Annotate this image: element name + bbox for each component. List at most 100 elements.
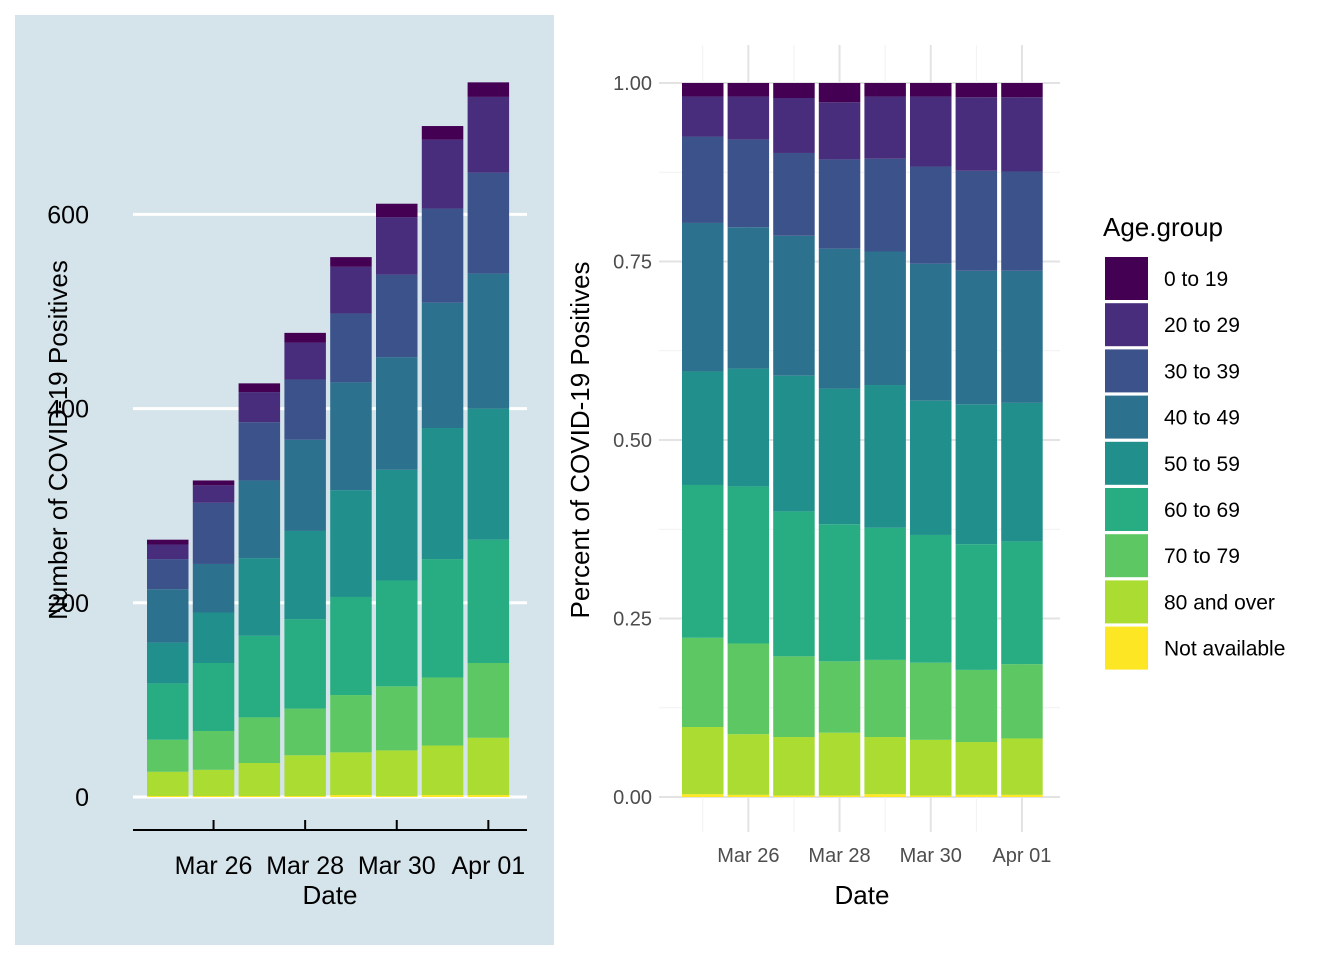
bar-percent-mar-28-20-to-29 — [818, 102, 861, 160]
legend-label-6: 70 to 79 — [1164, 545, 1240, 568]
bar-count-mar-28-30-to-39 — [284, 379, 326, 440]
bar-percent-mar-28-50-to-59 — [818, 388, 861, 525]
bar-percent-apr-01-0-to-19 — [1001, 83, 1043, 98]
bar-count-mar-29-40-to-49 — [330, 382, 372, 491]
bar-percent-mar-28-30-to-39 — [818, 159, 861, 249]
bar-percent-mar-29-50-to-59 — [864, 385, 906, 528]
bar-count-mar-25-40-to-49 — [147, 589, 189, 643]
bar-percent-mar-30-20-to-29 — [910, 96, 952, 167]
bar-percent-mar-29-not-available — [864, 794, 906, 797]
bar-count-apr-01-40-to-49 — [467, 273, 510, 409]
bar-percent-mar-31-30-to-39 — [955, 170, 998, 271]
bar-percent-mar-25-20-to-29 — [682, 96, 724, 137]
y-tick-label-0.75: 0.75 — [613, 252, 652, 274]
bar-count-mar-27-40-to-49 — [238, 480, 281, 559]
bar-percent-mar-30-40-to-49 — [910, 263, 952, 401]
legend-label-0: 0 to 19 — [1164, 268, 1228, 291]
bar-percent-mar-25-40-to-49 — [682, 222, 724, 372]
x-tick-label-3: Apr 01 — [992, 845, 1051, 867]
bar-count-mar-28-not-available — [284, 796, 326, 797]
bar-count-mar-26-50-to-59 — [192, 612, 235, 664]
legend-label-3: 40 to 49 — [1164, 407, 1240, 430]
x-tick-label-1: Mar 28 — [808, 845, 870, 867]
bar-count-mar-25-not-available — [147, 796, 189, 797]
bar-count-mar-25-20-to-29 — [147, 544, 189, 560]
legend-swatch-2 — [1105, 349, 1148, 393]
bar-count-mar-30-50-to-59 — [376, 469, 418, 581]
percent-chart-axes: 0.00 0.25 0.50 0.75 1.00 Mar 26 Mar 28 Mar 30 Ap… — [613, 73, 1051, 867]
bar-count-mar-26-0-to-19 — [192, 480, 235, 486]
bar-count-mar-29-0-to-19 — [330, 257, 372, 267]
bar-percent-apr-01-60-to-69 — [1001, 541, 1043, 665]
bar-count-mar-31-0-to-19 — [421, 126, 464, 140]
bar-percent-mar-26-20-to-29 — [727, 96, 770, 140]
bar-count-mar-26-60-to-69 — [192, 663, 235, 731]
bar-percent-mar-28-80-and-over — [818, 732, 861, 796]
legend-items: 0 to 19 20 to 29 30 to 39 40 to 49 50 to 59 6… — [1105, 257, 1285, 670]
bar-percent-mar-30-70-to-79 — [910, 662, 952, 740]
bar-count-mar-26-30-to-39 — [192, 502, 235, 564]
bar-percent-mar-31-not-available — [955, 794, 998, 797]
bar-percent-mar-27-not-available — [773, 795, 815, 797]
bar-count-mar-27-80-and-over — [238, 763, 281, 797]
bar-count-mar-28-60-to-69 — [284, 619, 326, 709]
bar-percent-mar-29-30-to-39 — [864, 158, 906, 252]
bar-percent-mar-28-60-to-69 — [818, 524, 861, 662]
bar-count-mar-26-40-to-49 — [192, 563, 235, 613]
bar-count-mar-28-40-to-49 — [284, 439, 326, 531]
bar-percent-mar-26-70-to-79 — [727, 643, 770, 735]
bar-percent-mar-25-not-available — [682, 794, 724, 797]
bar-count-mar-25-0-to-19 — [147, 539, 189, 545]
bar-percent-apr-01-80-and-over — [1001, 738, 1043, 795]
bar-count-apr-01-20-to-29 — [467, 96, 510, 173]
bar-percent-mar-28-70-to-79 — [818, 661, 861, 733]
bar-count-mar-31-20-to-29 — [421, 139, 464, 209]
count-chart-bars — [147, 82, 510, 797]
bar-percent-mar-30-80-and-over — [910, 739, 952, 796]
legend-label-7: 80 and over — [1164, 591, 1275, 614]
bar-percent-mar-28-not-available — [818, 795, 861, 797]
bar-percent-mar-31-70-to-79 — [955, 669, 998, 743]
bar-count-mar-29-30-to-39 — [330, 313, 372, 383]
bar-count-mar-27-not-available — [238, 796, 281, 797]
bar-count-mar-27-30-to-39 — [238, 422, 281, 481]
legend-swatch-8 — [1105, 626, 1148, 670]
legend-swatch-7 — [1105, 580, 1148, 624]
bar-percent-mar-27-30-to-39 — [773, 152, 815, 236]
legend-swatch-6 — [1105, 534, 1148, 578]
bar-count-mar-29-not-available — [330, 795, 372, 797]
x-tick-label-1: Mar 28 — [266, 852, 344, 880]
bar-count-mar-31-50-to-59 — [421, 428, 464, 560]
bar-count-mar-31-40-to-49 — [421, 302, 464, 429]
bar-percent-mar-25-30-to-39 — [682, 136, 724, 223]
bar-percent-mar-30-0-to-19 — [910, 83, 952, 97]
legend-label-8: Not available — [1164, 638, 1285, 661]
bar-percent-apr-01-30-to-39 — [1001, 171, 1043, 271]
y-tick-label-0: 0 — [75, 784, 89, 812]
y-tick-label-0.25: 0.25 — [613, 609, 652, 631]
bar-percent-mar-26-30-to-39 — [727, 139, 770, 228]
bar-count-mar-29-80-and-over — [330, 752, 372, 796]
bar-count-apr-01-0-to-19 — [467, 82, 510, 97]
bar-count-mar-28-0-to-19 — [284, 332, 326, 343]
bar-percent-mar-27-70-to-79 — [773, 656, 815, 738]
percent-chart-bars — [682, 83, 1043, 797]
x-tick-label-3: Apr 01 — [452, 852, 526, 880]
legend: Age.group 0 to 19 20 to 29 30 to 39 40 to 4… — [1103, 212, 1285, 670]
legend-swatch-3 — [1105, 395, 1148, 439]
bar-percent-mar-27-80-and-over — [773, 737, 815, 796]
bar-percent-mar-31-50-to-59 — [955, 404, 998, 545]
bar-percent-mar-27-50-to-59 — [773, 375, 815, 512]
y-tick-label-0.00: 0.00 — [613, 787, 652, 809]
bar-count-mar-30-not-available — [376, 796, 418, 797]
bar-percent-mar-27-60-to-69 — [773, 511, 815, 657]
bar-count-mar-29-60-to-69 — [330, 596, 372, 696]
bar-count-apr-01-50-to-59 — [467, 408, 510, 540]
bar-percent-apr-01-40-to-49 — [1001, 270, 1043, 403]
bar-percent-mar-31-20-to-29 — [955, 97, 998, 171]
bar-count-mar-25-30-to-39 — [147, 559, 189, 590]
legend-swatch-5 — [1105, 488, 1148, 531]
bar-count-mar-25-70-to-79 — [147, 739, 189, 772]
y-tick-label-200: 200 — [47, 590, 89, 618]
percent-chart: 0.00 0.25 0.50 0.75 1.00 Mar 26 Mar 28 Mar 30 Ap… — [565, 45, 1060, 910]
